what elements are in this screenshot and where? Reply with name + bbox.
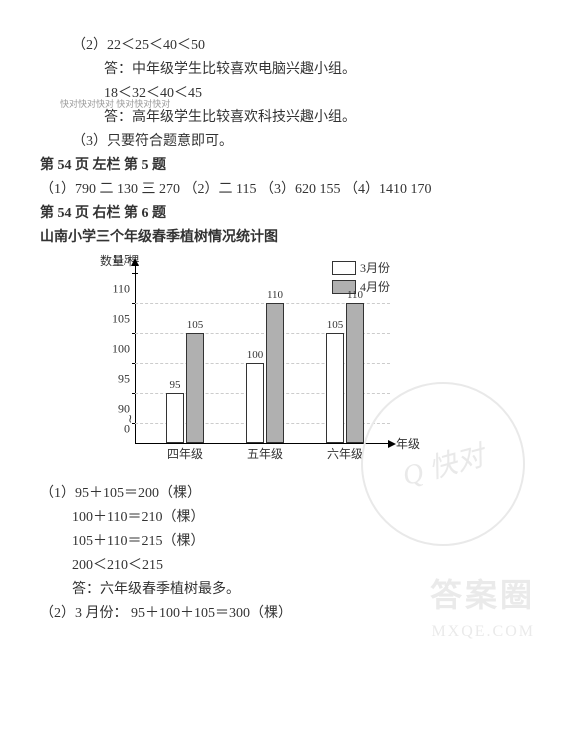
y-axis-arrow bbox=[131, 258, 139, 266]
bar-label-g6-march: 105 bbox=[327, 319, 344, 331]
x-axis-label: 年级 bbox=[396, 435, 420, 452]
ans-1-calc3: 105＋110＝215（棵） bbox=[72, 530, 525, 550]
ytick-95: 95 bbox=[105, 372, 130, 387]
chart-title: 山南小学三个年级春季植树情况统计图 bbox=[40, 226, 525, 246]
ytick-110: 110 bbox=[105, 282, 130, 297]
q2-answer-2: 答：高年级学生比较喜欢科技兴趣小组。 bbox=[104, 106, 525, 126]
legend-label-march: 3月份 bbox=[360, 259, 390, 276]
y-axis bbox=[135, 264, 136, 444]
ytick-100: 100 bbox=[105, 342, 130, 357]
q2-answer-1: 答：中年级学生比较喜欢电脑兴趣小组。 bbox=[104, 58, 525, 78]
heading-p54-left-q5: 第 54 页 左栏 第 5 题 bbox=[40, 154, 525, 174]
ytick-105: 105 bbox=[105, 312, 130, 327]
ytick-115: 115 bbox=[105, 252, 130, 267]
legend-swatch-white bbox=[332, 261, 356, 275]
ans-2-calc: （2）3 月份： 95＋100＋105＝300（棵） bbox=[40, 602, 525, 622]
q3-note: （3）只要符合题意即可。 bbox=[72, 130, 525, 150]
bar-chart: 数量/棵 年级 3月份 4月份 0 ≀ 90 95 100 105 110 11… bbox=[80, 254, 410, 474]
bar-g4-april bbox=[186, 333, 204, 443]
ans-1-calc2: 100＋110＝210（棵） bbox=[72, 506, 525, 526]
ytick-line-115 bbox=[132, 273, 138, 274]
watermark-url: MXQE.COM bbox=[431, 623, 535, 641]
ans-1-conclusion: 答：六年级春季植树最多。 bbox=[72, 578, 525, 598]
bar-g6-march bbox=[326, 333, 344, 443]
cat-label-g5: 五年级 bbox=[247, 445, 283, 462]
q2-inequality-1: （2）22＜25＜40＜50 bbox=[72, 34, 525, 54]
cat-label-g4: 四年级 bbox=[167, 445, 203, 462]
x-axis-arrow bbox=[388, 440, 396, 448]
bar-label-g5-march: 100 bbox=[247, 349, 264, 361]
bar-label-g5-april: 110 bbox=[267, 289, 283, 301]
bar-label-g6-april: 110 bbox=[347, 289, 363, 301]
legend-label-april: 4月份 bbox=[360, 278, 390, 295]
bar-g4-march bbox=[166, 393, 184, 443]
bar-g6-april bbox=[346, 303, 364, 443]
bar-label-g4-march: 95 bbox=[170, 379, 181, 391]
ytick-90: 90 bbox=[105, 402, 130, 417]
q5-answers: （1）790 二 130 三 270 （2）二 115 （3）620 155 （… bbox=[40, 178, 525, 198]
x-axis bbox=[135, 443, 390, 444]
heading-p54-right-q6: 第 54 页 右栏 第 6 题 bbox=[40, 202, 525, 222]
ytick-0: 0 bbox=[105, 422, 130, 437]
ans-1-compare: 200＜210＜215 bbox=[72, 554, 525, 574]
ans-1-calc1: （1）95＋105＝200（棵） bbox=[40, 482, 525, 502]
cat-label-g6: 六年级 bbox=[327, 445, 363, 462]
bar-g5-april bbox=[266, 303, 284, 443]
legend-item-march: 3月份 bbox=[332, 259, 390, 276]
bar-label-g4-april: 105 bbox=[187, 319, 204, 331]
bar-g5-march bbox=[246, 363, 264, 443]
small-watermark: 快对快对快对 快对快对快对 bbox=[60, 100, 170, 109]
